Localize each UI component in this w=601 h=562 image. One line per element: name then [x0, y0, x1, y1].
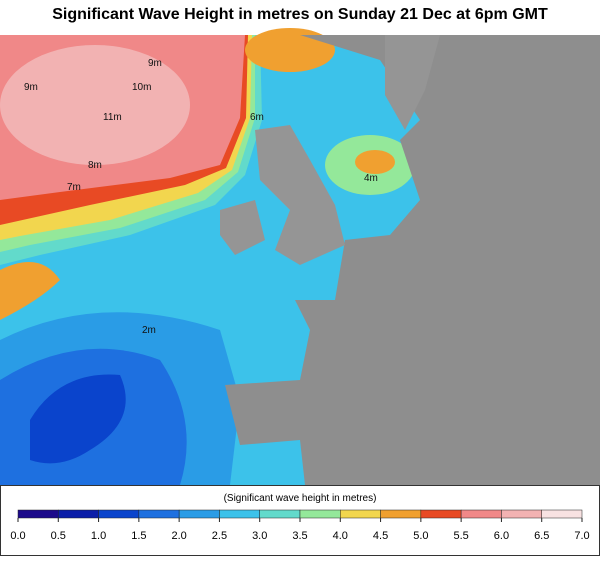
contour-label: 11m: [103, 112, 122, 123]
colorbar-segment: [501, 509, 542, 519]
colorbar-segment: [98, 509, 140, 519]
contour-label: 10m: [132, 82, 151, 93]
colorbar-tick-label: 6.5: [534, 530, 549, 542]
title: Significant Wave Height in metres on Sun…: [52, 6, 548, 23]
colorbar-segment: [219, 509, 260, 519]
colorbar-tick-label: 3.5: [292, 530, 307, 542]
colorbar-segment: [460, 509, 502, 519]
colorbar-tick-label: 0.0: [10, 530, 25, 542]
contour-label: 8m: [88, 160, 102, 171]
contour-label: 6m: [250, 112, 264, 123]
contour-label: 9m: [148, 58, 162, 69]
colorbar-tick-label: 0.5: [51, 530, 66, 542]
colorbar-segment: [299, 509, 341, 519]
colorbar-segment: [340, 509, 381, 519]
colorbar-segment: [138, 509, 180, 519]
colorbar-segment: [420, 509, 462, 519]
colorbar-segment: [259, 509, 301, 519]
colorbar-tick-label: 4.5: [373, 530, 388, 542]
colorbar-tick-label: 5.0: [413, 530, 428, 542]
contour-label: 2m: [142, 325, 156, 336]
contour-label: 4m: [364, 173, 378, 184]
colorbar-label: (Significant wave height in metres): [224, 493, 377, 504]
contour-label: 7m: [67, 182, 81, 193]
colorbar-tick-label: 6.0: [494, 530, 509, 542]
colorbar-tick-label: 1.5: [131, 530, 146, 542]
colorbar-tick-label: 5.5: [453, 530, 468, 542]
colorbar-tick-label: 4.0: [333, 530, 348, 542]
colorbar-segment: [178, 509, 220, 519]
colorbar-tick-label: 2.5: [212, 530, 227, 542]
colorbar-tick-label: 7.0: [574, 530, 589, 542]
colorbar-tick-label: 1.0: [91, 530, 106, 542]
colorbar-tick-label: 3.0: [252, 530, 267, 542]
colorbar-segment: [380, 509, 422, 519]
colorbar-segment: [17, 509, 59, 519]
colorbar-tick-label: 2.0: [171, 530, 186, 542]
contour-label: 9m: [24, 82, 38, 93]
colorbar-segment: [58, 509, 99, 519]
map: [0, 28, 600, 485]
colorbar-segment: [541, 509, 583, 519]
